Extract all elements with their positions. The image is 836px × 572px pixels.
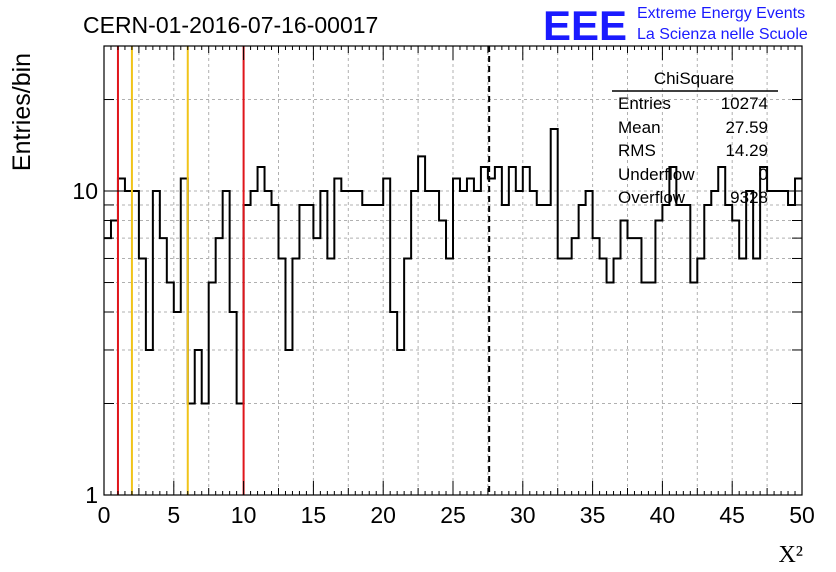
axis-ticks: [103, 46, 803, 496]
x-tick-label: 0: [98, 502, 111, 528]
cut-lines: [116, 46, 491, 495]
tick-labels: 0 5 10 15 20 25 30 35 40 45 50 1 10: [72, 178, 814, 528]
stats-label-entries: Entries: [618, 94, 671, 113]
y-tick-label: 1: [85, 482, 98, 508]
stats-value-rms: 14.29: [725, 141, 768, 160]
histogram-outline: [104, 127, 802, 405]
x-tick-label: 20: [370, 502, 396, 528]
stats-title: ChiSquare: [654, 69, 734, 88]
stats-label-mean: Mean: [618, 118, 661, 137]
y-axis-title: Entries/bin: [8, 53, 36, 171]
stats-value-underflow: 0: [759, 165, 768, 184]
x-tick-label: 45: [719, 502, 745, 528]
stats-value-overflow: 9328: [730, 188, 768, 207]
stats-box: ChiSquare Entries 10274 Mean 27.59 RMS 1…: [612, 69, 778, 207]
stats-value-entries: 10274: [721, 94, 768, 113]
run-title: CERN-01-2016-07-16-00017: [83, 12, 378, 38]
x-axis-title: X²: [778, 542, 803, 568]
x-tick-label: 25: [440, 502, 466, 528]
stats-label-underflow: Underflow: [618, 165, 695, 184]
x-tick-label: 15: [301, 502, 327, 528]
x-tick-label: 40: [650, 502, 676, 528]
x-tick-label: 30: [510, 502, 536, 528]
org-tagline: La Scienza nelle Scuole: [637, 26, 808, 43]
x-tick-label: 10: [231, 502, 257, 528]
eee-logo: EEE: [543, 2, 627, 49]
stats-label-rms: RMS: [618, 141, 656, 160]
stats-label-overflow: Overflow: [618, 188, 686, 207]
y-tick-label: 10: [72, 178, 98, 204]
x-tick-label: 5: [167, 502, 180, 528]
x-tick-label: 35: [580, 502, 606, 528]
x-tick-label: 50: [789, 502, 815, 528]
histogram: [104, 127, 802, 405]
stats-value-mean: 27.59: [725, 118, 768, 137]
org-name: Extreme Energy Events: [637, 5, 805, 22]
